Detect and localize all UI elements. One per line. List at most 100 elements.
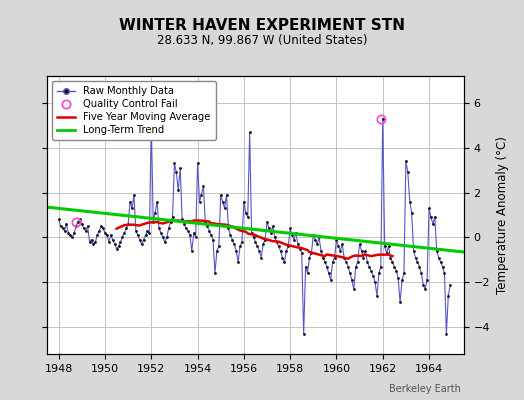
Point: [95, 228, 103, 234]
Point: [293, 241, 302, 247]
Point: [182, 225, 190, 232]
Point: [394, 274, 402, 281]
Point: [155, 225, 163, 232]
Point: [151, 210, 159, 216]
Point: [68, 234, 77, 241]
Point: [76, 216, 84, 223]
Point: [247, 230, 256, 236]
Point: [255, 248, 264, 254]
Point: [188, 248, 196, 254]
Point: [253, 243, 261, 250]
Point: [284, 243, 292, 250]
Point: [307, 250, 315, 256]
Point: [329, 259, 337, 265]
Point: [278, 254, 287, 261]
Point: [261, 236, 269, 243]
Point: [417, 270, 425, 276]
Point: [323, 263, 331, 270]
Point: [116, 239, 125, 245]
Point: [275, 243, 283, 250]
Point: [427, 214, 435, 220]
Point: [72, 223, 80, 230]
Point: [195, 198, 204, 205]
Point: [93, 232, 102, 238]
Point: [118, 234, 127, 241]
Y-axis label: Temperature Anomaly (°C): Temperature Anomaly (°C): [496, 136, 508, 294]
Point: [406, 198, 414, 205]
Point: [128, 205, 136, 212]
Point: [78, 221, 86, 227]
Point: [124, 221, 133, 227]
Point: [66, 232, 74, 238]
Point: [219, 198, 227, 205]
Point: [122, 225, 130, 232]
Text: WINTER HAVEN EXPERIMENT STN: WINTER HAVEN EXPERIMENT STN: [119, 18, 405, 33]
Point: [134, 232, 142, 238]
Point: [162, 234, 171, 241]
Point: [383, 250, 391, 256]
Point: [434, 254, 443, 261]
Point: [403, 169, 412, 176]
Point: [386, 254, 395, 261]
Point: [355, 241, 364, 247]
Point: [286, 225, 294, 232]
Point: [340, 254, 348, 261]
Point: [57, 223, 65, 230]
Point: [276, 248, 285, 254]
Point: [244, 214, 252, 220]
Point: [371, 279, 379, 286]
Point: [369, 272, 377, 279]
Point: [390, 263, 399, 270]
Point: [354, 259, 362, 265]
Text: Berkeley Earth: Berkeley Earth: [389, 384, 461, 394]
Point: [126, 198, 134, 205]
Point: [317, 248, 325, 254]
Point: [168, 214, 177, 220]
Point: [282, 248, 290, 254]
Text: 28.633 N, 99.867 W (United States): 28.633 N, 99.867 W (United States): [157, 34, 367, 47]
Point: [303, 270, 312, 276]
Point: [392, 268, 400, 274]
Point: [440, 270, 449, 276]
Point: [239, 198, 248, 205]
Point: [209, 236, 217, 243]
Point: [91, 239, 100, 245]
Point: [326, 277, 335, 283]
Point: [70, 230, 79, 236]
Point: [226, 232, 235, 238]
Point: [380, 243, 389, 250]
Point: [165, 225, 173, 232]
Point: [446, 281, 454, 288]
Point: [442, 331, 451, 337]
Point: [64, 230, 73, 236]
Point: [252, 239, 260, 245]
Point: [143, 228, 151, 234]
Point: [288, 232, 296, 238]
Point: [111, 241, 119, 247]
Point: [174, 187, 182, 194]
Point: [222, 192, 231, 198]
Point: [338, 241, 346, 247]
Point: [224, 225, 233, 232]
Point: [259, 241, 267, 247]
Point: [423, 277, 431, 283]
Point: [232, 248, 241, 254]
Point: [85, 239, 94, 245]
Point: [409, 248, 418, 254]
Point: [298, 250, 306, 256]
Point: [130, 192, 138, 198]
Point: [432, 248, 441, 254]
Point: [415, 263, 423, 270]
Point: [384, 243, 392, 250]
Point: [375, 270, 383, 276]
Point: [245, 129, 254, 135]
Point: [62, 221, 71, 227]
Point: [147, 120, 156, 126]
Point: [184, 228, 192, 234]
Point: [160, 239, 169, 245]
Point: [207, 232, 215, 238]
Point: [334, 243, 343, 250]
Point: [436, 259, 445, 265]
Point: [157, 230, 165, 236]
Point: [411, 254, 420, 261]
